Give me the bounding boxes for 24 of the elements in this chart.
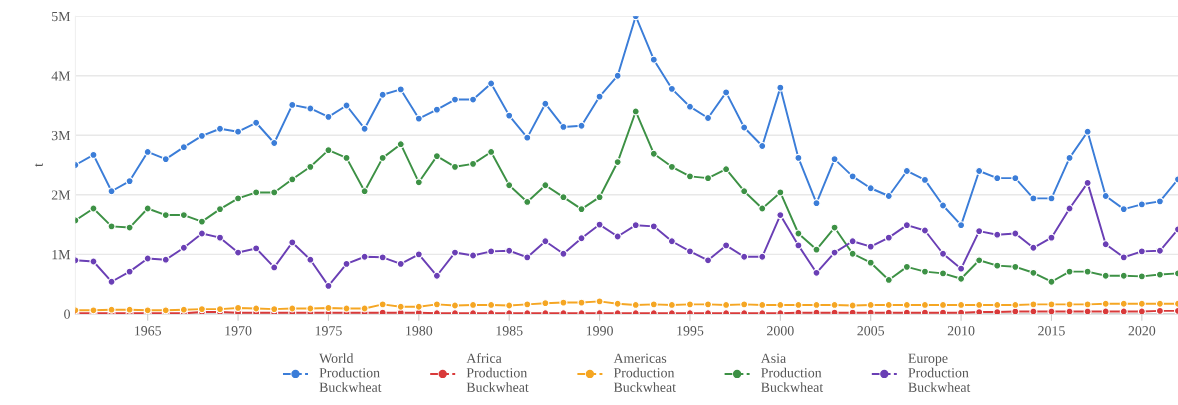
x-tick-label: 2015 xyxy=(1038,326,1065,336)
x-tick-label: 1980 xyxy=(406,326,433,336)
x-tick-label: 2010 xyxy=(947,326,975,336)
y-tick-label: 0 xyxy=(64,309,70,319)
x-tick-label: 1995 xyxy=(677,326,704,336)
x-tick-label: 2005 xyxy=(857,326,885,336)
legend-label: Asia Production Buckwheat xyxy=(760,353,824,392)
y-tick-label: 1M xyxy=(52,249,71,260)
y-tick-label: 4M xyxy=(51,71,71,81)
legend-label: Americas Production Buckwheat xyxy=(613,353,676,392)
x-tick-label: 2000 xyxy=(767,326,794,336)
legend-label: Africa Production Buckwheat xyxy=(466,353,529,392)
x-tick-label: 1985 xyxy=(496,326,523,336)
x-tick-label: 1970 xyxy=(225,326,252,336)
legend-label: Europe Production Buckwheat xyxy=(908,353,971,392)
y-tick-label: 5M xyxy=(52,11,71,22)
x-tick-label: 2020 xyxy=(1128,326,1156,336)
x-tick-label: 1990 xyxy=(586,326,613,336)
y-axis-title: t xyxy=(34,163,43,167)
y-tick-label: 2M xyxy=(51,190,71,200)
y-tick-label: 3M xyxy=(51,130,71,141)
x-tick-label: 1975 xyxy=(315,326,342,336)
legend-label: World Production Buckwheat xyxy=(319,353,382,392)
x-tick-label: 1965 xyxy=(135,326,162,336)
